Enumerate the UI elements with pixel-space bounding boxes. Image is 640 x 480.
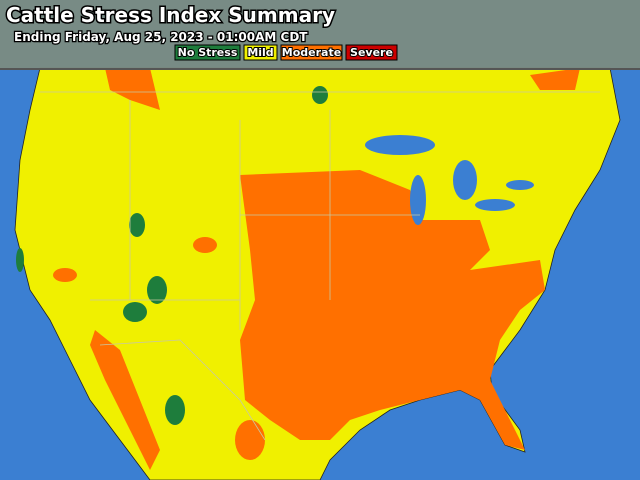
moderate-spot [193,237,217,253]
no-stress-spot [147,276,167,304]
no-stress-spot [165,395,185,425]
moderate-region [240,170,545,450]
no-stress-spot [129,213,145,237]
legend-label: Moderate [282,46,341,59]
title: Cattle Stress Index Summary [6,3,335,27]
moderate-canada [105,68,160,110]
legend: No Stress Mild Moderate Severe [174,44,398,61]
legend-label: No Stress [178,46,238,59]
lake [475,199,515,211]
legend-label: Mild [247,46,273,59]
legend-swatch [243,44,278,61]
legend-swatch [280,44,343,61]
no-stress-spot [16,248,24,272]
legend-swatch [345,44,398,61]
border-line [40,91,600,441]
moderate-canada-east [530,68,580,90]
moderate-mexico [90,330,160,470]
legend-label: Severe [350,46,393,59]
legend-swatch [174,44,241,61]
moderate-spot [53,268,77,282]
lake [453,160,477,200]
no-stress-spot [312,86,328,104]
subtitle: Ending Friday, Aug 25, 2023 - 01:00AM CD… [14,30,308,44]
moderate-spot [235,420,265,460]
lake [506,180,534,190]
lake [410,175,426,225]
no-stress-spot [123,302,147,322]
lake [365,135,435,155]
